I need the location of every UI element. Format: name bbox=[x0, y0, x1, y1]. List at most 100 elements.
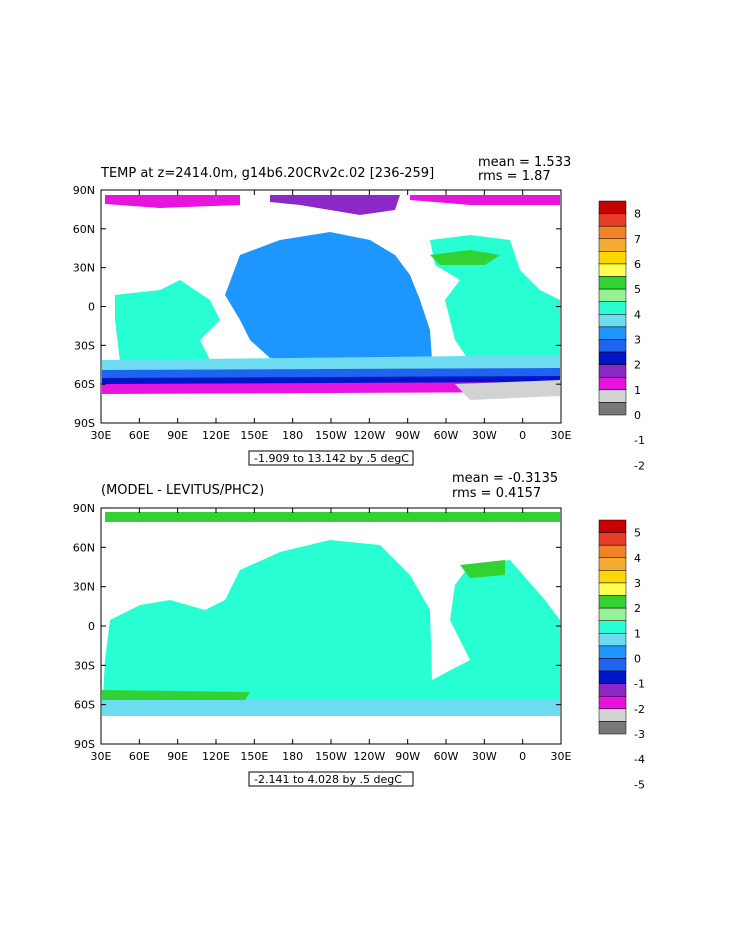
legend2-swatch bbox=[598, 721, 627, 735]
panel1-xtick-label: 120W bbox=[353, 429, 385, 442]
panel2-title: (MODEL - LEVITUS/PHC2) bbox=[101, 483, 264, 498]
panel1-xtick-label: 180 bbox=[282, 429, 303, 442]
southern-band-1 bbox=[102, 355, 560, 372]
legend1-label: 3 bbox=[634, 333, 641, 346]
legend2-swatch bbox=[598, 544, 627, 559]
north-atlantic-patch bbox=[430, 250, 500, 265]
panel1-ytick-label: 30S bbox=[74, 339, 95, 352]
arctic-diff bbox=[105, 512, 560, 522]
panel1-title: TEMP at z=2414.0m, g14b6.20CRv2c.02 [236… bbox=[100, 166, 434, 181]
panel2-mean: mean = -0.3135 bbox=[452, 471, 558, 486]
atlantic-ocean bbox=[430, 235, 560, 362]
panel2-xtick-label: 120W bbox=[353, 750, 385, 763]
legend1-swatch bbox=[598, 288, 627, 302]
legend2-label: 4 bbox=[634, 552, 641, 565]
legend2-swatch bbox=[598, 620, 627, 634]
panel1-ytick-label: 60S bbox=[74, 378, 95, 391]
legend1-label: 6 bbox=[634, 258, 641, 271]
panel1-range-box bbox=[248, 450, 414, 466]
panel2-ytick-label: 60N bbox=[73, 541, 95, 554]
legend1-swatch bbox=[598, 314, 627, 328]
legend2-swatch bbox=[598, 519, 627, 533]
legend1-label: 7 bbox=[634, 233, 641, 246]
southern-green-patch bbox=[102, 690, 250, 700]
panel2-xtick-label: 30E bbox=[551, 750, 572, 763]
panel2-ocean-field bbox=[102, 512, 560, 716]
legend1-swatch bbox=[598, 251, 627, 265]
panel1-xtick-label: 90W bbox=[395, 429, 420, 442]
panel1-range-label: -1.909 to 13.142 by .5 degC bbox=[254, 452, 409, 465]
panel2-xtick-label: 120E bbox=[202, 750, 230, 763]
southern-band-4 bbox=[102, 382, 560, 394]
legend1-swatch bbox=[598, 276, 627, 290]
panel1-ytick-label: 30N bbox=[73, 262, 95, 275]
panel1-ytick-label: 90S bbox=[74, 417, 95, 430]
legend1-swatch bbox=[598, 364, 627, 378]
panel2-xtick-label: 150E bbox=[240, 750, 268, 763]
panel2-xtick-label: 60W bbox=[434, 750, 459, 763]
panel1-xtick-label: 30W bbox=[472, 429, 497, 442]
panel1-rms: rms = 1.87 bbox=[478, 169, 551, 184]
legend2-swatch bbox=[598, 708, 627, 722]
legend1-label: 0 bbox=[634, 409, 641, 422]
legend1-swatch bbox=[598, 200, 627, 214]
panel1-ocean-field bbox=[102, 195, 560, 400]
legend2-label: -1 bbox=[634, 678, 645, 691]
legend1-label: 2 bbox=[634, 359, 641, 372]
panel2-range-label: -2.141 to 4.028 by .5 degC bbox=[254, 773, 402, 786]
pacific-ocean bbox=[225, 232, 432, 362]
panel2-xtick-label: 30E bbox=[91, 750, 112, 763]
legend2-swatch bbox=[598, 695, 627, 710]
legend2-label: -3 bbox=[634, 728, 645, 741]
panel1-xtick-label: 120E bbox=[202, 429, 230, 442]
arctic-region-center bbox=[270, 195, 400, 215]
legend2-label: 0 bbox=[634, 652, 641, 665]
panel2-ytick-label: 90N bbox=[73, 502, 95, 515]
panel2-y-ticks: 90N 60N 30N 0 30S 60S 90S bbox=[73, 502, 561, 751]
panel2-ytick-label: 30S bbox=[74, 659, 95, 672]
southern-cool-band bbox=[102, 700, 560, 716]
legend1-swatch bbox=[598, 351, 627, 365]
panel2-legend: 5 4 3 2 1 0 -1 -2 -3 -4 -5 bbox=[598, 519, 645, 791]
panel-difference: 30E 60E 90E 120E 150E 180 150W 120W 90W 60W 30W 0 30… bbox=[73, 471, 645, 791]
legend1-label: -1 bbox=[634, 434, 645, 447]
arctic-region-west bbox=[105, 195, 240, 208]
legend2-swatch bbox=[598, 645, 627, 659]
indian-ocean bbox=[115, 280, 220, 362]
panel1-ytick-label: 90N bbox=[73, 184, 95, 197]
panel2-xtick-label: 60E bbox=[129, 750, 150, 763]
panel1-ytick-label: 60N bbox=[73, 223, 95, 236]
legend1-label: 8 bbox=[634, 208, 641, 221]
weddell-region bbox=[455, 380, 560, 400]
panel2-xtick-label: 30W bbox=[472, 750, 497, 763]
legend1-swatch bbox=[598, 402, 627, 416]
legend2-swatch bbox=[598, 582, 627, 596]
legend2-label: 1 bbox=[634, 627, 641, 640]
legend2-swatch bbox=[598, 557, 627, 571]
legend2-swatch bbox=[598, 532, 627, 546]
panel2-xtick-label: 150W bbox=[315, 750, 347, 763]
panel1-xtick-label: 90E bbox=[167, 429, 188, 442]
legend2-swatch bbox=[598, 595, 627, 609]
legend1-swatch bbox=[598, 238, 627, 252]
legend2-swatch bbox=[598, 670, 627, 684]
panel1-ytick-label: 0 bbox=[88, 301, 95, 314]
legend1-label: 4 bbox=[634, 308, 641, 321]
legend2-swatch bbox=[598, 607, 627, 621]
legend2-label: 3 bbox=[634, 577, 641, 590]
legend2-label: 2 bbox=[634, 602, 641, 615]
legend1-swatch bbox=[598, 326, 627, 340]
panel-temperature: 30E 60E 90E 120E 150E 180 150W 120W 90W 60W 30W 0 30… bbox=[73, 155, 645, 472]
panel2-xtick-label: 90W bbox=[395, 750, 420, 763]
legend2-label: -5 bbox=[634, 778, 645, 791]
panel1-x-ticks: 30E 60E 90E 120E 150E 180 150W 120W 90W 60W 30W 0 30… bbox=[91, 190, 572, 442]
panel1-xtick-label: 60W bbox=[434, 429, 459, 442]
panel2-range-box bbox=[248, 771, 414, 787]
panel1-y-ticks: 90N 60N 30N 0 30S 60S 90S bbox=[73, 184, 561, 430]
legend1-swatch bbox=[598, 376, 627, 391]
legend1-swatch bbox=[598, 225, 627, 240]
panel1-xtick-label: 60E bbox=[129, 429, 150, 442]
north-atlantic-diff bbox=[460, 560, 505, 578]
global-ocean-diff bbox=[102, 540, 560, 716]
